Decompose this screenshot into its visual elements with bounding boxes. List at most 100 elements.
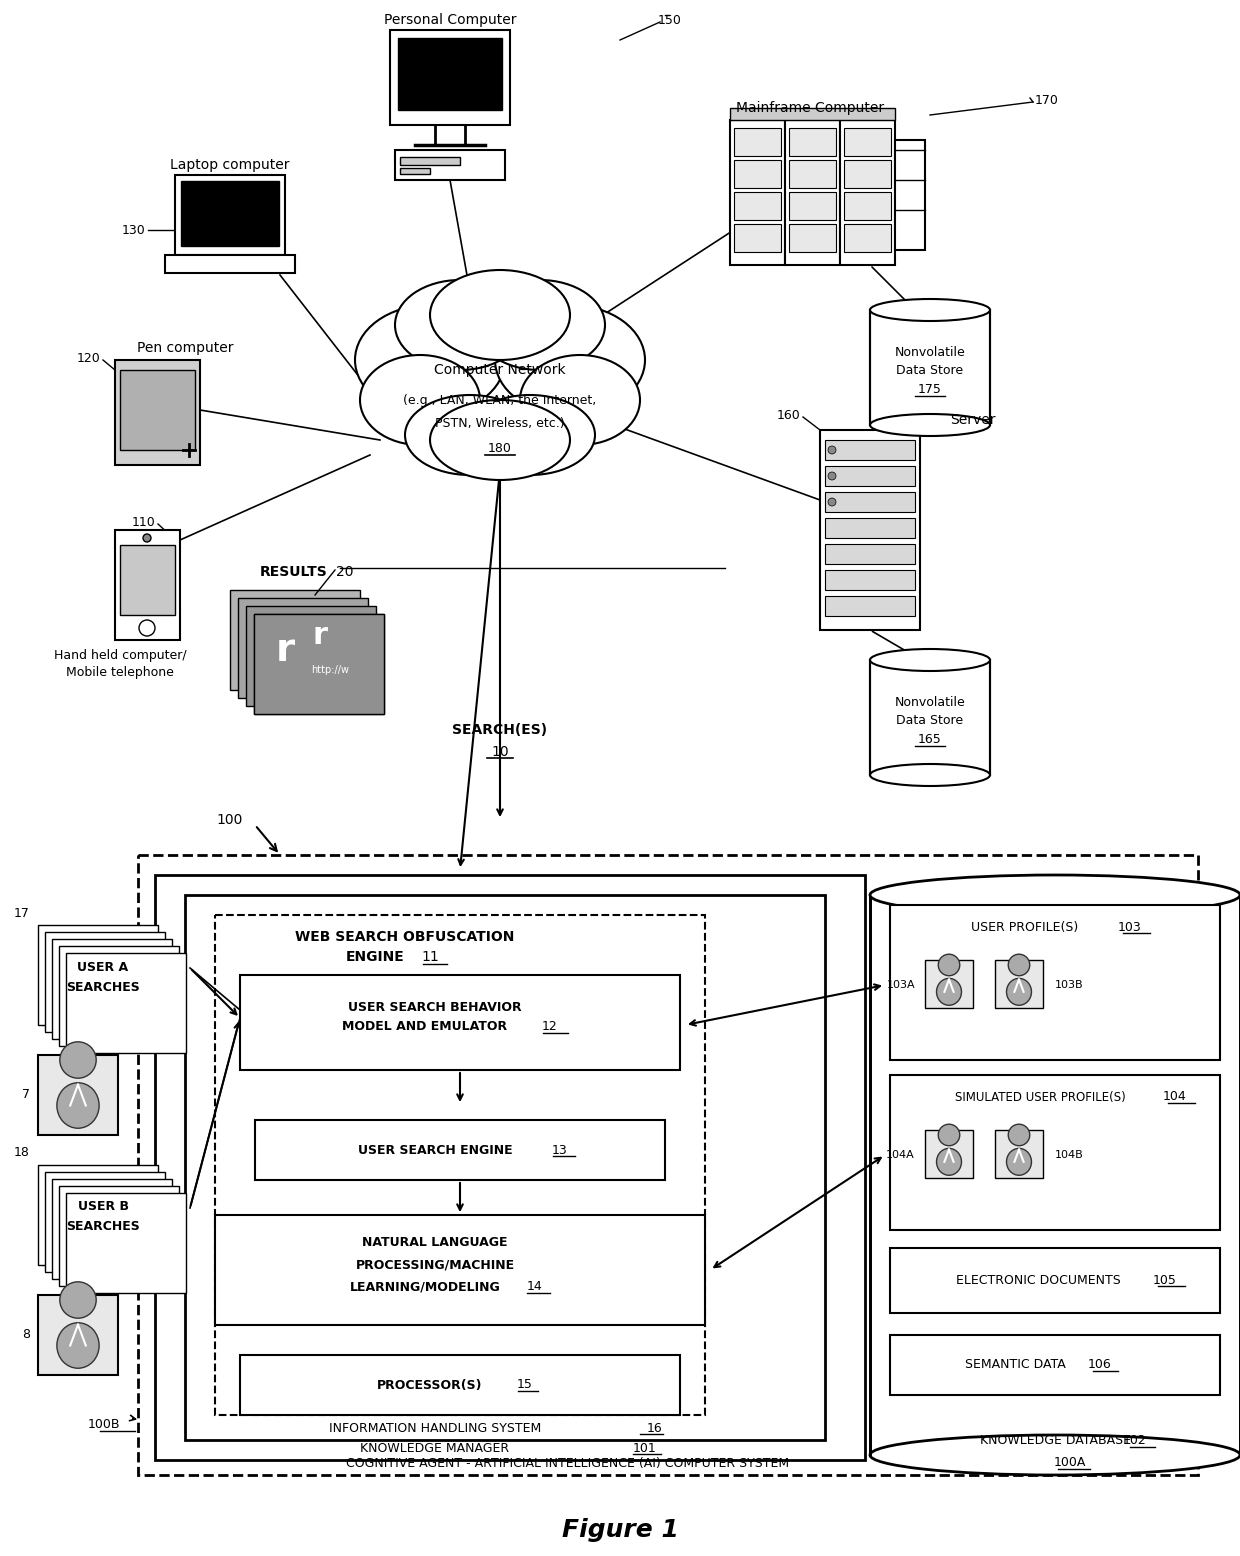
Text: Computer Network: Computer Network bbox=[434, 363, 565, 377]
Text: KNOWLEDGE MANAGER: KNOWLEDGE MANAGER bbox=[361, 1441, 510, 1455]
Text: r: r bbox=[312, 621, 327, 649]
Text: 12: 12 bbox=[542, 1021, 558, 1033]
Text: r: r bbox=[275, 632, 295, 669]
Text: PROCESSOR(S): PROCESSOR(S) bbox=[377, 1379, 482, 1391]
Bar bbox=[115, 531, 180, 640]
Bar bbox=[38, 1055, 118, 1134]
Text: Mobile telephone: Mobile telephone bbox=[66, 666, 174, 678]
Bar bbox=[155, 874, 866, 1460]
Text: 18: 18 bbox=[14, 1147, 30, 1159]
Ellipse shape bbox=[1007, 979, 1032, 1005]
Text: Mainframe Computer: Mainframe Computer bbox=[735, 101, 884, 115]
Text: INFORMATION HANDLING SYSTEM: INFORMATION HANDLING SYSTEM bbox=[329, 1422, 541, 1435]
Bar bbox=[115, 359, 200, 465]
Ellipse shape bbox=[870, 764, 990, 786]
Circle shape bbox=[828, 471, 836, 479]
Circle shape bbox=[939, 1123, 960, 1145]
Text: 100: 100 bbox=[217, 812, 243, 826]
Text: Data Store: Data Store bbox=[897, 714, 963, 727]
Text: 105: 105 bbox=[1153, 1273, 1177, 1287]
Ellipse shape bbox=[57, 1083, 99, 1128]
Bar bbox=[38, 1165, 157, 1265]
Bar bbox=[734, 128, 781, 156]
Text: NATURAL LANGUAGE: NATURAL LANGUAGE bbox=[362, 1237, 507, 1249]
Bar bbox=[246, 605, 376, 706]
Bar bbox=[870, 660, 990, 775]
Bar bbox=[215, 915, 706, 1414]
Bar bbox=[825, 492, 915, 512]
Bar bbox=[175, 174, 285, 255]
Text: WEB SEARCH OBFUSCATION: WEB SEARCH OBFUSCATION bbox=[295, 930, 515, 944]
Bar bbox=[895, 140, 925, 251]
Bar bbox=[839, 120, 895, 265]
Text: USER PROFILE(S): USER PROFILE(S) bbox=[971, 921, 1079, 934]
Ellipse shape bbox=[430, 400, 570, 479]
Ellipse shape bbox=[936, 979, 961, 1005]
Text: 104: 104 bbox=[1163, 1091, 1187, 1103]
Text: USER B: USER B bbox=[77, 1201, 129, 1214]
Bar bbox=[844, 160, 892, 188]
Bar bbox=[785, 120, 839, 265]
Text: 7: 7 bbox=[22, 1089, 30, 1102]
Ellipse shape bbox=[475, 280, 605, 370]
Circle shape bbox=[939, 954, 960, 976]
Bar bbox=[45, 1172, 165, 1271]
Ellipse shape bbox=[870, 299, 990, 321]
Text: PSTN, Wireless, etc.): PSTN, Wireless, etc.) bbox=[435, 417, 564, 429]
Bar bbox=[45, 932, 165, 1032]
Text: 100B: 100B bbox=[88, 1419, 120, 1432]
Text: LEARNING/MODELING: LEARNING/MODELING bbox=[350, 1281, 501, 1293]
Bar bbox=[994, 1130, 1043, 1178]
Text: 15: 15 bbox=[517, 1379, 533, 1391]
Bar bbox=[229, 590, 360, 689]
Text: USER SEARCH BEHAVIOR: USER SEARCH BEHAVIOR bbox=[348, 1001, 522, 1013]
Bar bbox=[120, 370, 195, 450]
Ellipse shape bbox=[360, 355, 480, 445]
Text: 175: 175 bbox=[918, 383, 942, 395]
Bar bbox=[890, 1335, 1220, 1396]
Bar bbox=[730, 107, 895, 120]
Circle shape bbox=[1008, 954, 1029, 976]
Bar bbox=[391, 30, 510, 124]
Bar bbox=[238, 598, 368, 699]
Ellipse shape bbox=[870, 649, 990, 671]
Circle shape bbox=[143, 534, 151, 541]
Bar bbox=[66, 952, 186, 1053]
Text: USER A: USER A bbox=[77, 960, 129, 974]
Bar bbox=[66, 1193, 186, 1293]
Text: Pen computer: Pen computer bbox=[136, 341, 233, 355]
Bar bbox=[38, 1295, 118, 1376]
Bar bbox=[120, 545, 175, 615]
Bar bbox=[890, 906, 1220, 1060]
Circle shape bbox=[1008, 1123, 1029, 1145]
Text: MODEL AND EMULATOR: MODEL AND EMULATOR bbox=[342, 1021, 507, 1033]
Text: http://w: http://w bbox=[311, 664, 348, 675]
Bar bbox=[870, 895, 1240, 1455]
Bar bbox=[789, 128, 836, 156]
Text: 17: 17 bbox=[14, 907, 30, 920]
Text: 8: 8 bbox=[22, 1329, 30, 1341]
Bar bbox=[890, 1075, 1220, 1229]
Text: 130: 130 bbox=[122, 224, 145, 237]
Bar bbox=[825, 545, 915, 563]
Text: Nonvolatile: Nonvolatile bbox=[894, 345, 966, 359]
Text: COGNITIVE AGENT - ARTIFICIAL INTELLIGENCE (AI) COMPUTER SYSTEM: COGNITIVE AGENT - ARTIFICIAL INTELLIGENC… bbox=[346, 1456, 790, 1469]
Text: SEARCHES: SEARCHES bbox=[66, 980, 140, 993]
Text: (e.g., LAN, WLAN, the Internet,: (e.g., LAN, WLAN, the Internet, bbox=[403, 394, 596, 406]
Bar bbox=[401, 157, 460, 165]
Bar bbox=[825, 596, 915, 616]
Ellipse shape bbox=[396, 280, 525, 370]
Bar bbox=[396, 149, 505, 180]
Text: Laptop computer: Laptop computer bbox=[170, 159, 290, 173]
Ellipse shape bbox=[405, 395, 534, 475]
Text: Hand held computer/: Hand held computer/ bbox=[53, 649, 186, 661]
Bar bbox=[254, 615, 384, 714]
Ellipse shape bbox=[465, 395, 595, 475]
Text: KNOWLEDGE DATABASE: KNOWLEDGE DATABASE bbox=[980, 1435, 1131, 1447]
Text: USER SEARCH ENGINE: USER SEARCH ENGINE bbox=[357, 1144, 512, 1156]
Ellipse shape bbox=[57, 1323, 99, 1368]
Text: Server: Server bbox=[950, 412, 996, 426]
Bar bbox=[925, 1130, 973, 1178]
Bar bbox=[844, 191, 892, 219]
Bar bbox=[825, 569, 915, 590]
